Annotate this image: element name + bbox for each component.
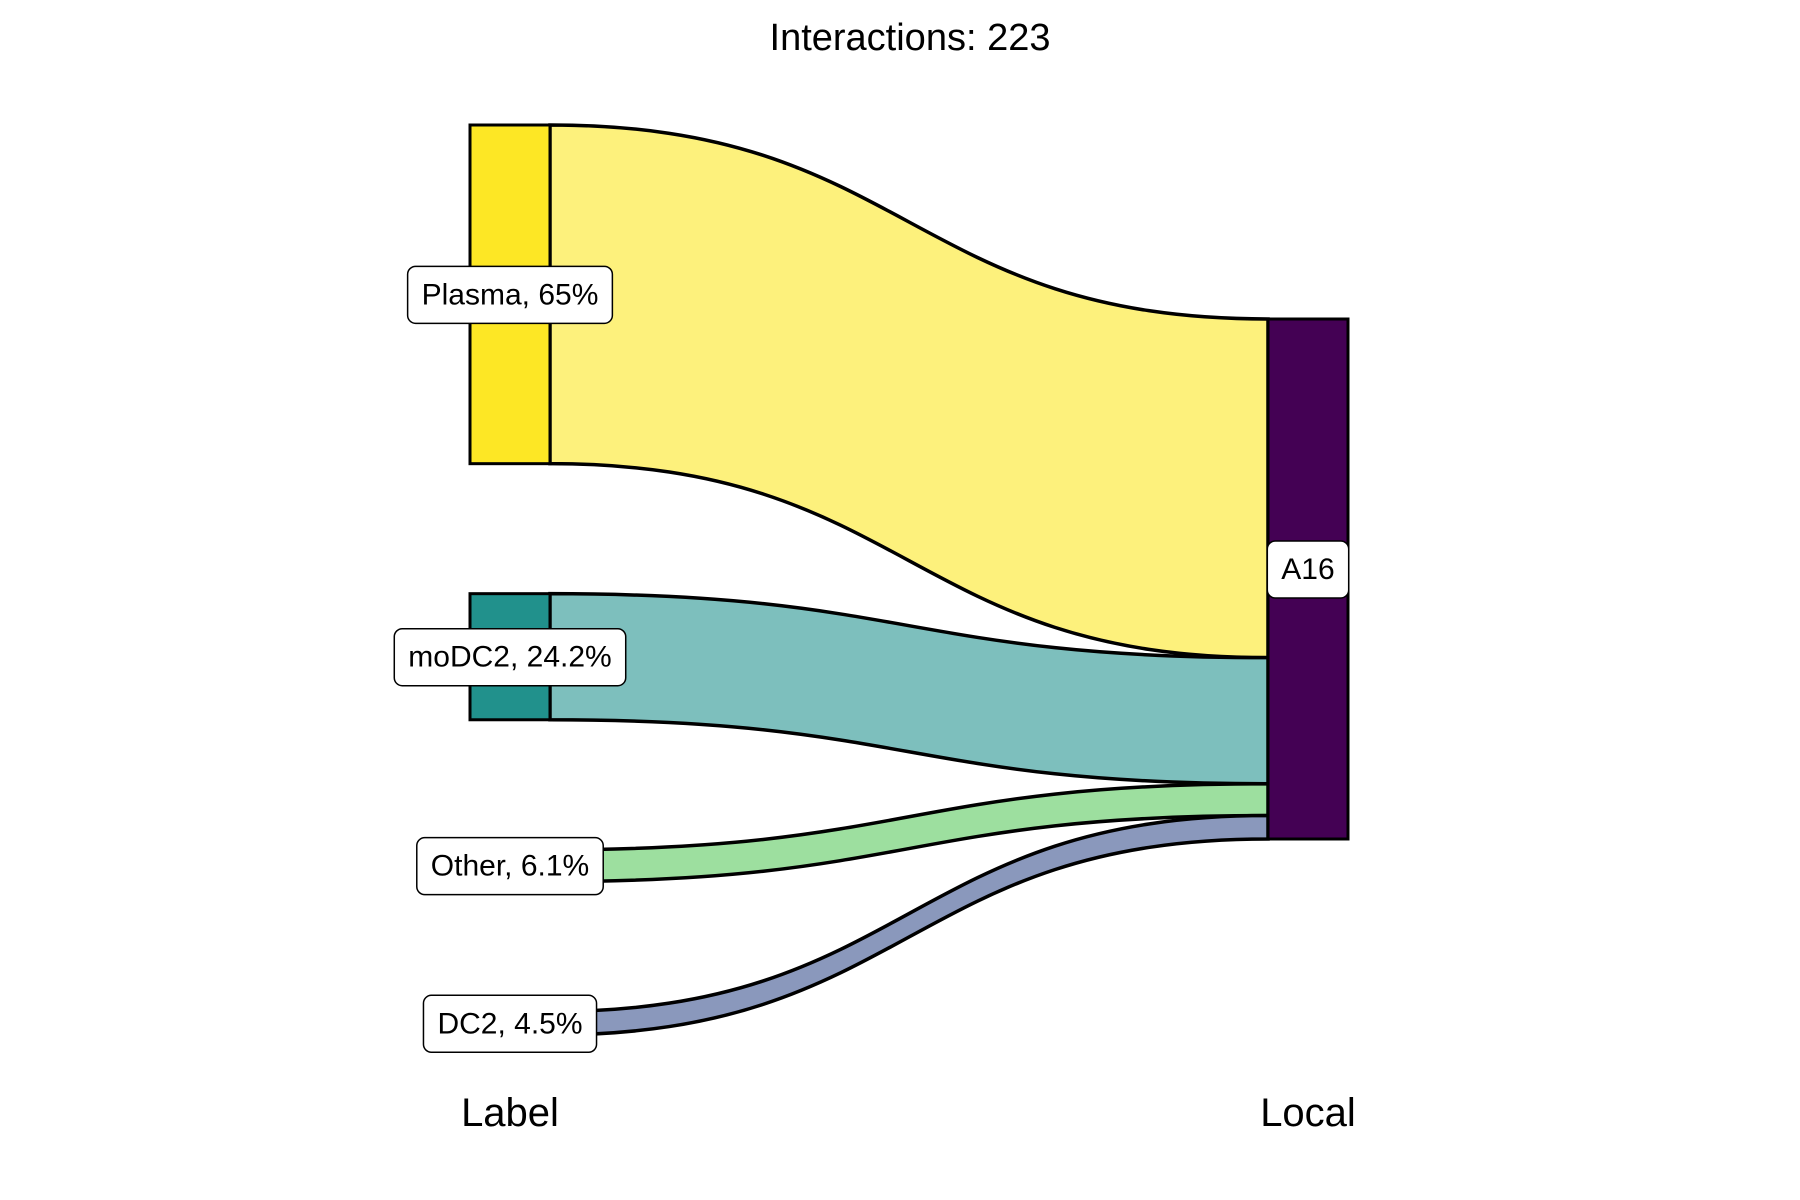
axis-label-left: Label <box>461 1091 559 1135</box>
label-dc2-box <box>422 994 598 1054</box>
label-modc2: moDC2, 24.2% <box>393 627 627 687</box>
label-a16-text: A16 <box>1281 553 1334 586</box>
label-a16: A16 <box>1266 540 1350 599</box>
label-other-box <box>416 836 604 896</box>
labels-layer: Plasma, 65% moDC2, 24.2% Other, 6.1% DC2, 4… <box>393 265 1350 1054</box>
label-plasma-box <box>406 265 614 325</box>
label-plasma-text: Plasma, 65% <box>422 278 599 311</box>
label-a16-box <box>1266 540 1350 599</box>
flows-layer <box>548 123 1270 1037</box>
flow-plasma <box>548 123 1270 660</box>
label-modc2-text: moDC2, 24.2% <box>408 641 611 674</box>
label-other: Other, 6.1% <box>416 836 604 896</box>
label-dc2: DC2, 4.5% <box>422 994 598 1054</box>
label-dc2-text: DC2, 4.5% <box>437 1007 582 1040</box>
label-modc2-box <box>393 627 627 687</box>
axis-label-right: Local <box>1260 1091 1356 1135</box>
chart-title: Interactions: 223 <box>770 17 1051 59</box>
label-plasma: Plasma, 65% <box>406 265 614 325</box>
label-other-text: Other, 6.1% <box>431 850 589 883</box>
